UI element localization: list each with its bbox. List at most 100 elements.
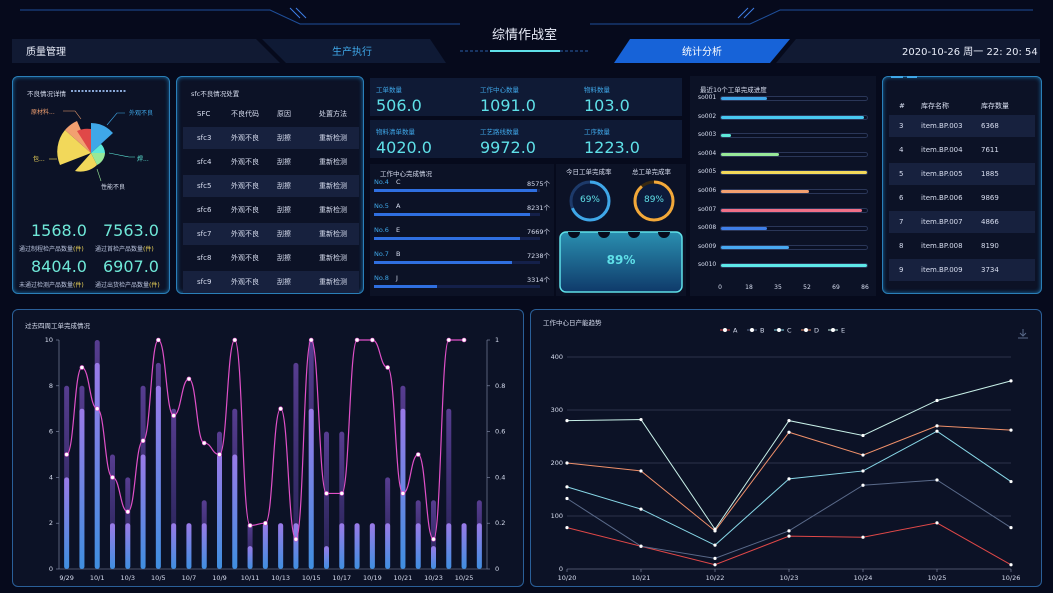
progress-fill: [721, 134, 732, 138]
axis-tick-label: 0: [718, 284, 722, 291]
order-name: so008: [698, 224, 717, 232]
column-header: 不良代码: [231, 110, 259, 118]
line-point: [201, 440, 207, 446]
line-point: [935, 424, 939, 428]
bar-front: [476, 523, 482, 569]
panel-title: 最近10个工单完成进度: [700, 86, 767, 94]
table-cell: item.BP.006: [921, 194, 963, 202]
tank-rate-value: 89%: [606, 253, 636, 267]
line-point: [140, 438, 146, 444]
progress-fill: [721, 171, 867, 175]
column-header: 库存名称: [921, 102, 949, 110]
stat-card-operations: 工序数量 1223.0: [578, 120, 682, 158]
panel-title: sfc不良情况处置: [191, 90, 240, 98]
order-name: so003: [698, 131, 717, 139]
progress-track: [720, 114, 868, 120]
progress-track: [720, 207, 868, 213]
completion-rate-panel: 今日工单完成率 总工单完成率 69% 89% 89%: [556, 164, 686, 296]
progress-track: [720, 151, 868, 157]
x-tick-label: 10/20: [558, 574, 577, 582]
tab-quality-management[interactable]: 质量管理: [26, 37, 66, 63]
progress-fill: [721, 264, 867, 268]
y-tick-label: 2: [49, 519, 53, 527]
table-cell: sfc7: [197, 230, 212, 238]
stat-label: 工艺路线数量: [480, 128, 519, 136]
tab-statistical-analysis[interactable]: 统计分析: [682, 37, 722, 63]
stat-value: 103.0: [584, 96, 630, 115]
defect-label-appearance: 外观不良: [129, 110, 154, 117]
legend-label[interactable]: A: [733, 327, 738, 335]
legend-label[interactable]: D: [814, 327, 819, 335]
table-row: sfc5 外观不良 刮擦 重新检测: [183, 175, 359, 197]
y-tick-label: 8: [49, 382, 53, 390]
table-cell: 重新检测: [319, 182, 347, 190]
table-header: # 库存名称 库存数量: [883, 95, 1041, 117]
table-cell: 3734: [981, 266, 999, 274]
line-point: [787, 534, 791, 538]
line-point: [565, 485, 569, 489]
table-header: SFC 不良代码 原因 处置方法: [177, 103, 363, 125]
x-tick-label: 10/24: [854, 574, 873, 582]
legend-marker: [831, 328, 835, 332]
download-icon[interactable]: [1017, 328, 1029, 340]
tab-production-execution[interactable]: 生产执行: [332, 37, 372, 63]
bar-front: [171, 523, 177, 569]
table-row: 7 item.BP.007 4866: [889, 211, 1035, 233]
table-cell: item.BP.004: [921, 146, 963, 154]
x-tick-label: 10/25: [928, 574, 947, 582]
legend-label[interactable]: B: [760, 327, 764, 335]
table-cell: 外观不良: [231, 278, 259, 286]
work-center-item: No.5 A 8231个: [374, 202, 550, 224]
line-point: [110, 475, 115, 480]
defect-label-raw-material: 原材料...: [31, 109, 55, 116]
progress-track: [374, 237, 540, 240]
stat-value: 1091.0: [480, 96, 536, 115]
line-point: [565, 496, 569, 501]
bar-front: [155, 385, 161, 569]
bar-front: [110, 523, 115, 569]
table-cell: 9869: [981, 194, 999, 202]
table-cell: 刮擦: [277, 278, 291, 286]
work-center-name: E: [396, 226, 401, 234]
table-cell: 1885: [981, 170, 999, 178]
stat-card-bom: 物料清单数量 4020.0: [370, 120, 474, 158]
defect-label-welding: 焊...: [137, 156, 149, 163]
table-cell: 外观不良: [231, 206, 259, 214]
legend-label[interactable]: E: [841, 327, 845, 335]
order-name: so005: [698, 168, 717, 176]
order-name: so004: [698, 149, 717, 157]
line-point: [324, 491, 329, 496]
work-center-name: A: [396, 202, 401, 210]
x-tick-label: 10/23: [424, 574, 443, 582]
stat-label: 未通过检测产品数量(件): [19, 282, 84, 289]
line-point: [247, 523, 253, 528]
order-name: so010: [698, 261, 717, 269]
order-name: so006: [698, 187, 717, 194]
bar-front: [446, 523, 452, 569]
y-tick-label: 0: [49, 565, 53, 573]
line-point: [861, 469, 865, 473]
rank-label: No.6: [374, 226, 389, 234]
total-rate-value: 89%: [643, 195, 664, 205]
line-point: [787, 430, 791, 434]
y-tick-label: 300: [551, 406, 563, 414]
table-cell: 9: [899, 266, 904, 274]
axis-tick-label: 35: [774, 284, 782, 291]
table-cell: 5: [899, 170, 904, 178]
order-name: so002: [698, 112, 717, 120]
bar-back: [324, 431, 329, 569]
table-cell: sfc8: [197, 254, 212, 262]
y2-tick-label: 0.6: [495, 428, 505, 436]
order-name: so001: [698, 94, 717, 101]
chart-title: 过去四周工单完成情况: [25, 322, 90, 330]
y2-tick-label: 0.4: [495, 473, 505, 481]
line-point: [713, 527, 717, 531]
header-bar: 综情作战室 质量管理 生产执行 统计分析 2020-10-26 周一 22: 2…: [0, 0, 1053, 70]
inventory-panel: # 库存名称 库存数量 3 item.BP.003 6368 4 item.BP.004…: [882, 76, 1042, 294]
legend-label[interactable]: C: [787, 327, 792, 335]
x-tick-label: 10/17: [332, 574, 351, 582]
stat-label: 通过首检产品数量(件): [95, 246, 154, 253]
progress-track: [720, 244, 868, 250]
daily-capacity-chart: 0 100 200 300 400 10/20 10/21 10/22 10/23 10/24 10…: [551, 327, 1021, 583]
defect-label-packaging: 包...: [33, 156, 45, 163]
